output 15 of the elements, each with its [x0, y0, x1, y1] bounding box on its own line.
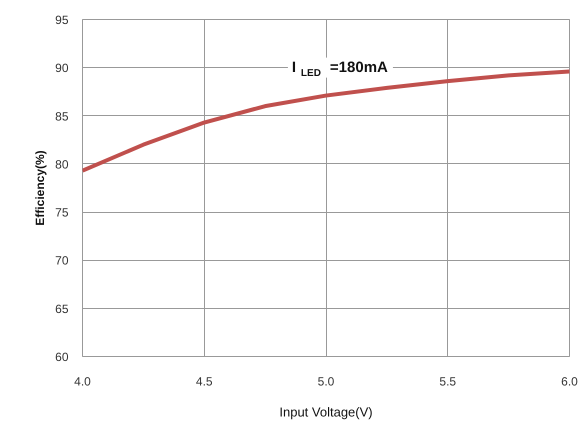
y-tick-label: 95 [55, 13, 69, 27]
x-tick-label: 5.5 [439, 374, 456, 388]
x-tick-label: 6.0 [561, 374, 578, 388]
x-axis-title: Input Voltage(V) [279, 404, 373, 420]
y-tick-label: 90 [55, 61, 69, 76]
x-tick-label: 4.0 [74, 374, 92, 388]
y-tick-label: 75 [55, 206, 69, 220]
y-tick-label: 85 [55, 109, 69, 124]
y-axis-title: Efficiency(%) [33, 150, 48, 226]
x-tick-label: 4.5 [196, 374, 213, 388]
y-tick-label: 60 [55, 350, 69, 364]
x-tick-label: 5.0 [318, 374, 335, 388]
y-tick-label: 65 [55, 302, 69, 316]
y-tick-label: 80 [55, 157, 69, 172]
y-tick-label: 70 [55, 254, 69, 268]
